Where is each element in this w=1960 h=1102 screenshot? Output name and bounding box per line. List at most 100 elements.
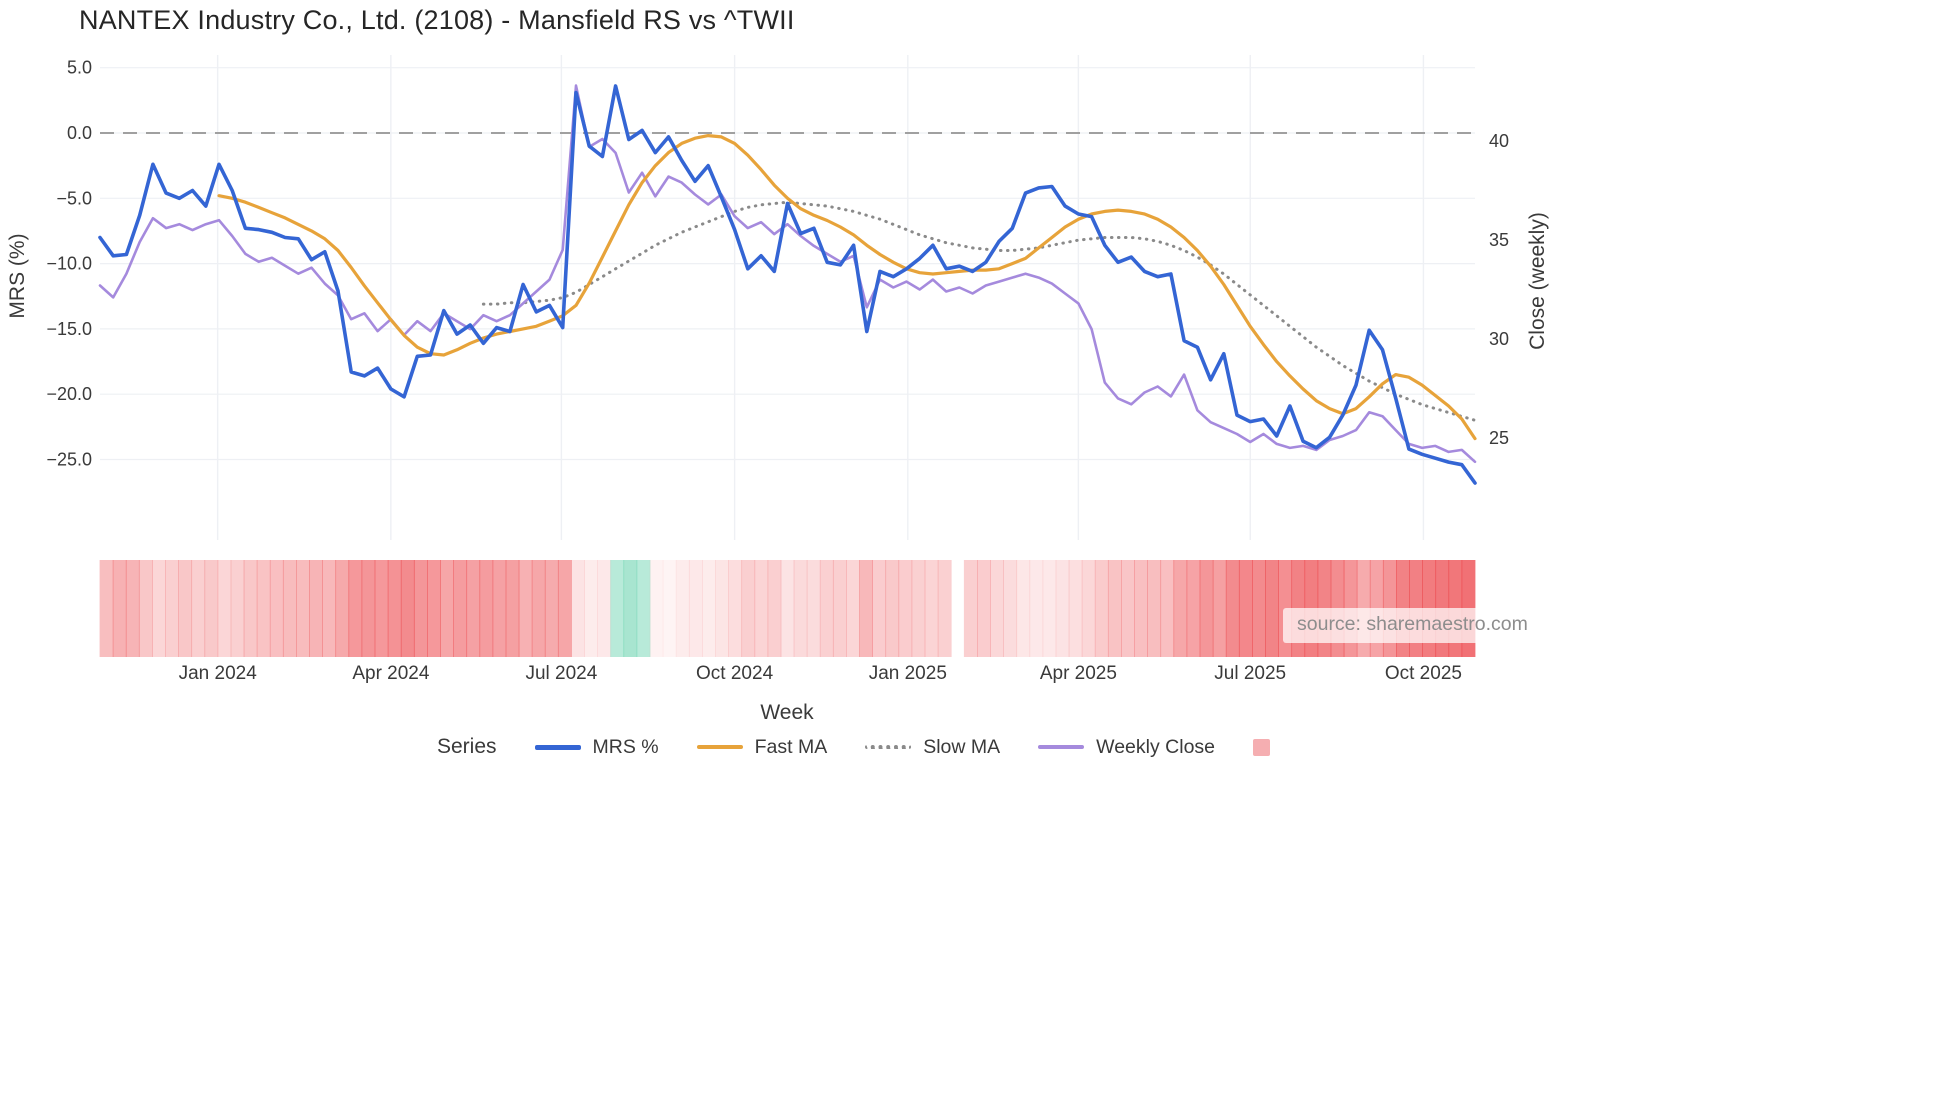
legend-item-weekly-close[interactable]: Weekly Close bbox=[1038, 736, 1215, 759]
heatmap-cell bbox=[1212, 560, 1227, 657]
heatmap-cell bbox=[610, 560, 625, 657]
legend-label-slow-ma: Slow MA bbox=[923, 735, 1001, 758]
left-tick-label: 5.0 bbox=[67, 58, 92, 78]
legend: Series MRS % Fast MA Slow MA Weekly Clos… bbox=[437, 735, 1282, 759]
heatmap-cell bbox=[754, 560, 769, 657]
x-tick-label: Jan 2025 bbox=[869, 663, 947, 684]
x-tick-label: Oct 2024 bbox=[696, 663, 774, 684]
heatmap-cell bbox=[675, 560, 690, 657]
mrs-line-swatch bbox=[534, 744, 581, 750]
heatmap-cell bbox=[400, 560, 415, 657]
legend-label-mrs: MRS % bbox=[592, 735, 659, 758]
legend-item-fast-ma[interactable]: Fast MA bbox=[696, 736, 827, 759]
heatmap-cell bbox=[963, 560, 978, 657]
heatmap-cell bbox=[1016, 560, 1031, 657]
heatmap-cell bbox=[165, 560, 179, 657]
heatmap-cell bbox=[1081, 560, 1096, 657]
heatmap-cell bbox=[440, 560, 454, 657]
heatmap-cell bbox=[230, 560, 245, 657]
legend-item-mrs[interactable]: MRS % bbox=[534, 735, 659, 759]
right-tick-label: 40 bbox=[1489, 131, 1509, 151]
heatmap-cell bbox=[125, 560, 140, 657]
heatmap-cell bbox=[741, 560, 756, 657]
heatmap-cell bbox=[937, 560, 952, 657]
heatmap-cell bbox=[832, 560, 847, 657]
legend-item-heatmap[interactable] bbox=[1253, 738, 1282, 756]
heatmap-cell bbox=[309, 560, 323, 657]
x-axis-title: Week bbox=[760, 701, 814, 724]
series-line-fast_ma bbox=[217, 134, 1477, 441]
left-tick-label: −15.0 bbox=[46, 319, 92, 339]
left-axis-title: MRS (%) bbox=[6, 233, 29, 319]
heatmap-cell bbox=[178, 560, 193, 657]
left-tick-label: −25.0 bbox=[46, 450, 92, 470]
heatmap-cell bbox=[427, 560, 441, 657]
heatmap-cell bbox=[413, 560, 428, 657]
heatmap-cell bbox=[531, 560, 546, 657]
heatmap-cell bbox=[557, 560, 572, 657]
heatmap-cell bbox=[1238, 560, 1253, 657]
heatmap-cell bbox=[977, 560, 991, 657]
heatmap-cell bbox=[728, 560, 743, 657]
left-tick-label: −10.0 bbox=[46, 254, 92, 274]
heatmap-cell bbox=[1160, 560, 1175, 657]
heatmap-cell bbox=[924, 560, 939, 657]
heatmap-cell bbox=[191, 560, 206, 657]
heatmap-cell bbox=[584, 560, 598, 657]
heatmap-cell bbox=[1068, 560, 1083, 657]
series-line-weekly_close bbox=[98, 84, 1477, 464]
heatmap-cell bbox=[204, 560, 219, 657]
heatmap-cell bbox=[322, 560, 337, 657]
x-tick-label: Apr 2024 bbox=[352, 663, 430, 684]
heatmap-cell bbox=[571, 560, 585, 657]
heatmap-cell bbox=[688, 560, 703, 657]
x-tick-label: Oct 2025 bbox=[1385, 663, 1462, 684]
right-tick-label: 25 bbox=[1489, 428, 1509, 448]
heatmap-cell bbox=[819, 560, 834, 657]
heatmap-cell bbox=[885, 560, 900, 657]
legend-item-slow-ma[interactable]: Slow MA bbox=[865, 736, 1000, 759]
heatmap-cell bbox=[702, 560, 716, 657]
heatmap-cell bbox=[793, 560, 808, 657]
heatmap-cell bbox=[1199, 560, 1214, 657]
heatmap-cell bbox=[597, 560, 612, 657]
heatmap-cell bbox=[1121, 560, 1135, 657]
heatmap-cell bbox=[806, 560, 821, 657]
heatmap-cell bbox=[898, 560, 913, 657]
heatmap-cell bbox=[544, 560, 559, 657]
series-line-mrs bbox=[98, 84, 1477, 485]
heatmap-cell bbox=[256, 560, 271, 657]
heatmap-cell bbox=[649, 560, 664, 657]
heatmap-cell bbox=[243, 560, 258, 657]
heatmap-cell bbox=[138, 560, 153, 657]
heatmap-cell bbox=[1252, 560, 1266, 657]
gridlines bbox=[100, 55, 1475, 540]
heatmap-cell bbox=[715, 560, 729, 657]
heatmap-cell bbox=[335, 560, 350, 657]
heatmap-cell bbox=[1186, 560, 1201, 657]
axis-tick-labels: 5.0 0.0 −5.0 −10.0 −15.0 −20.0 −25.0 40 35 30 25 Ja… bbox=[46, 58, 1509, 684]
legend-label-weekly-close: Weekly Close bbox=[1096, 735, 1216, 758]
heatmap-cell bbox=[518, 560, 533, 657]
heatmap-cell bbox=[492, 560, 507, 657]
heatmap-cell bbox=[1055, 560, 1070, 657]
page-title: NANTEX Industry Co., Ltd. (2108) - Mansf… bbox=[79, 5, 795, 35]
legend-title: Series bbox=[437, 735, 497, 758]
left-tick-label: −20.0 bbox=[46, 384, 92, 404]
x-tick-label: Jul 2025 bbox=[1214, 663, 1286, 684]
heatmap-cell bbox=[466, 560, 481, 657]
heatmap-cell bbox=[1094, 560, 1109, 657]
right-axis-title: Close (weekly) bbox=[1526, 212, 1549, 350]
series-line-slow_ma bbox=[481, 200, 1477, 422]
heatmap-cell bbox=[846, 560, 860, 657]
heatmap-cell bbox=[1147, 560, 1162, 657]
right-tick-label: 30 bbox=[1489, 329, 1509, 349]
heatmap-cell bbox=[1134, 560, 1148, 657]
heatmap-cell bbox=[387, 560, 402, 657]
heatmap-cell bbox=[348, 560, 363, 657]
heatmap-cell bbox=[1003, 560, 1018, 657]
heatmap-cell bbox=[1265, 560, 1279, 657]
slow-ma-line-swatch bbox=[865, 745, 912, 749]
fast-ma-line-swatch bbox=[696, 745, 743, 749]
heatmap-cell bbox=[911, 560, 926, 657]
